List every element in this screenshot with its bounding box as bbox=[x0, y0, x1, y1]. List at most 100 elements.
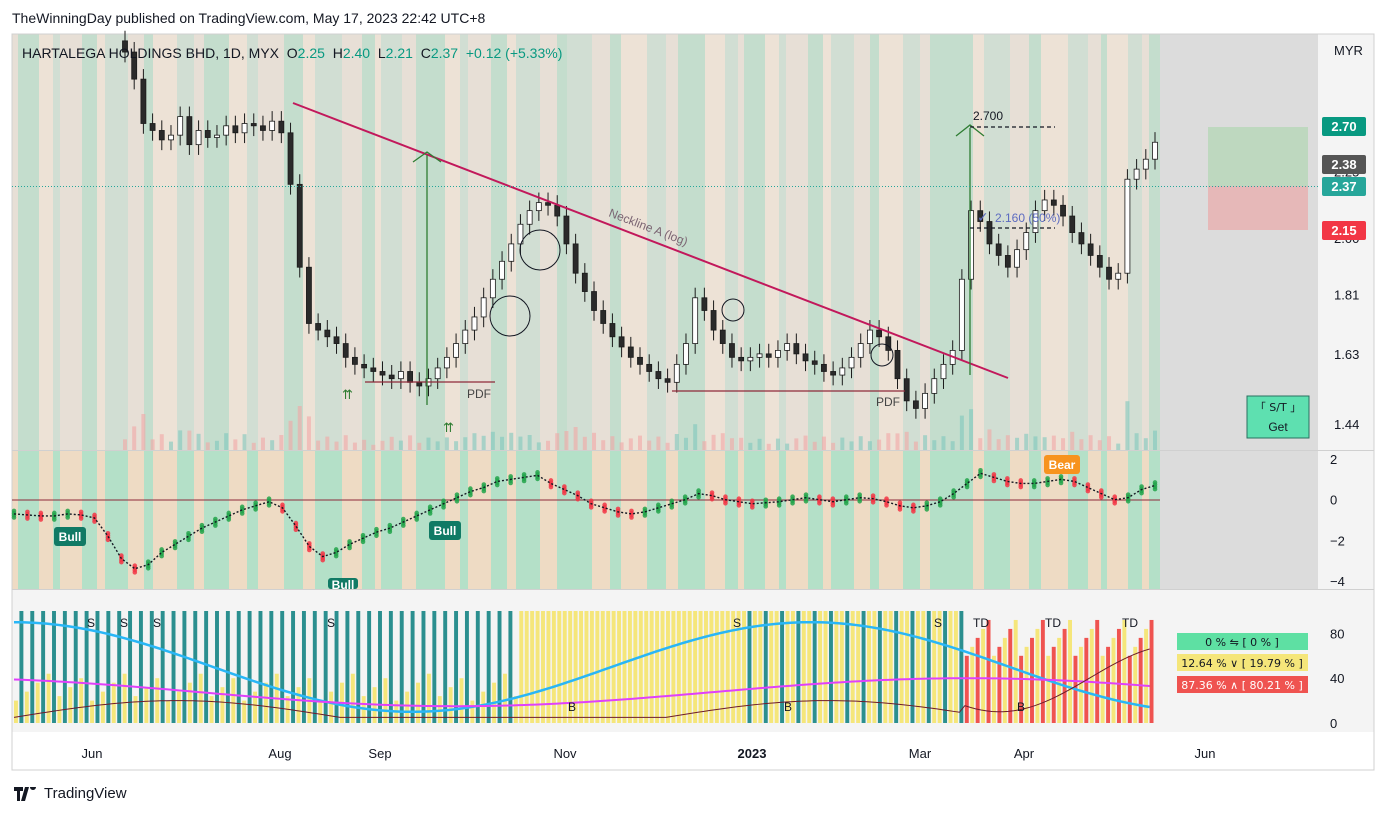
volume-bar bbox=[159, 434, 164, 450]
candle-body bbox=[912, 400, 919, 409]
sentiment-bar bbox=[378, 611, 382, 723]
sentiment-bar bbox=[595, 611, 600, 723]
sentiment-bar bbox=[752, 611, 757, 723]
price-band bbox=[229, 34, 247, 450]
sentiment-bar bbox=[834, 611, 839, 723]
osc-dot bbox=[414, 517, 420, 522]
target-zone bbox=[1208, 127, 1308, 186]
volume-bar bbox=[454, 441, 459, 450]
sentiment-bar bbox=[551, 611, 556, 723]
sentiment-bar bbox=[312, 611, 317, 723]
osc-axis: 2 0 −2 −4 bbox=[1330, 452, 1345, 589]
pdf-label-2: PDF bbox=[876, 395, 900, 409]
price-band bbox=[177, 34, 194, 450]
osc-band bbox=[973, 451, 984, 589]
sentiment-lines bbox=[13, 620, 1150, 718]
volume-bar bbox=[1061, 438, 1066, 450]
sentiment-bar bbox=[258, 611, 263, 723]
osc-dot bbox=[1045, 482, 1050, 488]
sentiment-bar bbox=[959, 611, 964, 723]
volume-bar bbox=[1088, 435, 1093, 450]
signal-labels: S S S S S S B B B TD TD TD bbox=[87, 616, 1138, 714]
tradingview-footer[interactable]: TradingView bbox=[14, 785, 127, 802]
price-band bbox=[831, 34, 854, 450]
osc-dot bbox=[481, 488, 487, 494]
sentiment-bar bbox=[405, 691, 410, 723]
price-band bbox=[1041, 34, 1068, 450]
sentiment-bar bbox=[475, 611, 480, 723]
osc-dot bbox=[51, 517, 57, 522]
osc-dot bbox=[132, 570, 138, 575]
sentiment-bar bbox=[769, 611, 774, 723]
sentiment-bar bbox=[187, 682, 192, 723]
volume-bar bbox=[840, 437, 845, 450]
sentiment-bar bbox=[1138, 637, 1143, 723]
time-tick-label: Jun bbox=[1195, 746, 1216, 761]
osc-dot bbox=[924, 507, 930, 512]
sentiment-bar bbox=[921, 611, 926, 723]
osc-dot bbox=[427, 511, 433, 516]
sentiment-bar bbox=[1127, 655, 1132, 723]
volume-bar bbox=[729, 438, 734, 450]
sentiment-bar bbox=[399, 611, 404, 723]
osc-band bbox=[678, 451, 705, 589]
sentiment-bar bbox=[426, 673, 431, 723]
osc-band bbox=[460, 451, 468, 589]
price-band bbox=[97, 34, 105, 450]
candle-body bbox=[719, 329, 726, 344]
volume-bar bbox=[923, 435, 928, 450]
osc-dot bbox=[1018, 484, 1024, 490]
neckline-trendline bbox=[292, 102, 1009, 379]
osc-band bbox=[920, 451, 930, 589]
price-band bbox=[416, 34, 423, 450]
low-label: L bbox=[377, 45, 386, 61]
osc-dot bbox=[562, 490, 567, 496]
osc-dot bbox=[239, 511, 245, 516]
volume-bar bbox=[739, 437, 744, 450]
sentiment-bar bbox=[52, 611, 56, 723]
sentiment-bar bbox=[796, 611, 801, 723]
signal-label: S bbox=[733, 616, 741, 630]
sentiment-bar bbox=[247, 611, 252, 723]
sentiment-bar bbox=[655, 611, 660, 723]
osc-dot bbox=[1005, 482, 1010, 488]
price-band bbox=[303, 34, 315, 450]
candle-body bbox=[131, 51, 138, 80]
osc-dot bbox=[964, 484, 970, 490]
bull-label-2: Bull bbox=[429, 521, 461, 540]
sentiment-bar bbox=[519, 611, 524, 723]
osc-band bbox=[1107, 451, 1128, 589]
volume-bar bbox=[849, 441, 854, 450]
sentiment-bar bbox=[1149, 619, 1154, 723]
price-tag-high: 2.38 bbox=[1322, 155, 1366, 174]
volume-bar bbox=[481, 435, 486, 450]
sentiment-bar bbox=[269, 611, 274, 723]
volume-bar bbox=[297, 406, 302, 450]
volume-bar bbox=[683, 437, 688, 450]
osc-dot bbox=[374, 533, 379, 539]
volume-bar bbox=[1070, 431, 1075, 450]
osc-band bbox=[831, 451, 854, 589]
symbol-header: HARTALEGA HOLDINGS BHD, 1D, MYX O2.25 H2… bbox=[22, 45, 562, 61]
sentiment-bar bbox=[975, 637, 980, 723]
volume-bar bbox=[886, 433, 891, 450]
sentiment-bar bbox=[19, 611, 24, 723]
osc-dot bbox=[669, 505, 675, 510]
volume-bar bbox=[536, 442, 541, 450]
signal-label: S bbox=[934, 616, 942, 630]
price-band bbox=[854, 34, 870, 450]
osc-dot bbox=[1085, 488, 1091, 494]
sentiment-bar bbox=[698, 611, 703, 723]
osc-band bbox=[445, 451, 460, 589]
candle-body bbox=[269, 120, 276, 131]
osc-band bbox=[128, 451, 144, 589]
price-band bbox=[1088, 34, 1101, 450]
sentiment-bar bbox=[883, 611, 888, 723]
st-get-box bbox=[1246, 395, 1310, 439]
volume-bar bbox=[969, 409, 974, 450]
osc-band bbox=[507, 451, 516, 589]
candle-body bbox=[177, 116, 184, 136]
candle-body bbox=[655, 371, 662, 380]
volume-bar bbox=[325, 436, 330, 450]
